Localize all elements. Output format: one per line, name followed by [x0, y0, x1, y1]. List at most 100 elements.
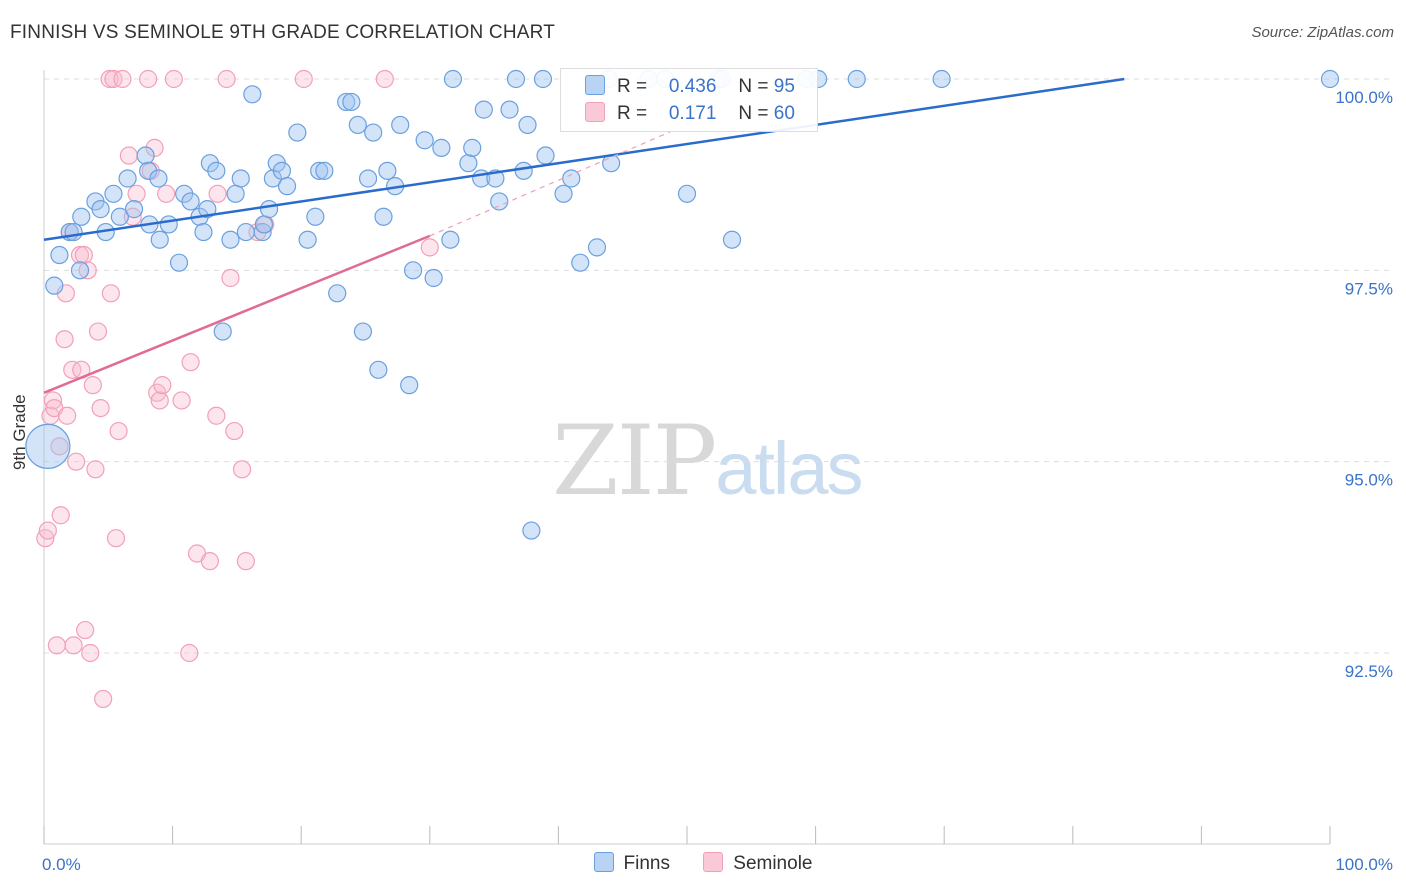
finns-point: [149, 169, 168, 188]
seminole-point: [420, 238, 439, 257]
seminole-point: [51, 506, 70, 525]
y-tick-label: 95.0%: [1345, 471, 1393, 490]
finns-point: [474, 100, 493, 119]
finns-point: [198, 200, 217, 219]
finns-point: [463, 138, 482, 157]
seminole-point: [200, 552, 219, 571]
source-label: Source: ZipAtlas.com: [1251, 24, 1394, 41]
seminole-point: [78, 261, 97, 280]
seminole-point: [208, 184, 227, 203]
finns-point: [337, 92, 356, 112]
finns-point: [415, 131, 434, 150]
finns-point: [181, 192, 200, 211]
finns-point: [677, 184, 697, 203]
finns-point: [353, 322, 373, 341]
finns-point: [587, 238, 607, 257]
legend-row-seminole: R = 0.171 N = 60: [585, 102, 795, 128]
finns-points: [25, 69, 1340, 540]
seminole-point: [207, 406, 226, 425]
finns-point: [124, 200, 144, 219]
seminole-point: [55, 330, 74, 349]
chart-title: FINNISH VS SEMINOLE 9TH GRADE CORRELATIO…: [10, 22, 555, 43]
seminole-point: [76, 620, 95, 640]
seminole-legend-swatch: [703, 852, 724, 872]
seminole-r-value: 0.171: [668, 103, 717, 124]
seminole-point: [180, 643, 199, 663]
seminole-point: [81, 643, 100, 663]
finns-point: [91, 200, 110, 219]
seminole-point: [58, 406, 77, 425]
finns-n-value: 95: [773, 76, 795, 97]
finns-swatch: [585, 75, 605, 95]
finns-n-label: N =: [738, 76, 769, 97]
seminole-point: [375, 69, 394, 89]
finns-point: [378, 161, 397, 180]
seminole-point: [94, 689, 113, 709]
watermark-atlas: atlas: [715, 427, 863, 510]
finns-point: [25, 423, 71, 469]
seminole-point: [164, 69, 183, 89]
seminole-point: [157, 184, 176, 203]
finns-point: [522, 521, 541, 540]
seminole-point: [70, 245, 90, 265]
finns-point: [169, 253, 189, 272]
legend-row-finns: R = 0.436 N = 95: [585, 75, 795, 101]
finns-trend-line: [43, 77, 1125, 241]
finns-point: [571, 253, 590, 272]
seminole-trend-line: [43, 234, 431, 394]
seminole-point: [83, 376, 102, 395]
finns-point: [441, 230, 460, 249]
finns-point: [459, 154, 478, 173]
finns-point: [272, 161, 292, 180]
finns-point: [50, 245, 69, 265]
seminole-point: [172, 391, 191, 410]
series-legend: Finns Seminole: [0, 852, 1406, 875]
correlation-legend: R = 0.436 N = 95 R = 0.171 N = 60: [560, 68, 818, 132]
seminole-point: [232, 460, 252, 479]
seminole-n-label: N =: [738, 103, 769, 124]
seminole-point: [236, 552, 256, 571]
finns-point: [139, 161, 158, 180]
watermark: ZIPatlas: [552, 405, 864, 517]
seminole-point: [127, 184, 146, 203]
seminole-point: [74, 245, 93, 265]
seminole-point: [139, 69, 158, 89]
seminole-legend-label: Seminole: [733, 853, 813, 874]
finns-legend-swatch: [593, 852, 614, 872]
finns-point: [514, 161, 533, 180]
finns-point: [342, 92, 361, 112]
seminole-point: [50, 437, 69, 456]
seminole-point: [88, 322, 108, 341]
finns-point: [536, 146, 555, 165]
seminole-point: [43, 391, 63, 410]
legend-item-seminole[interactable]: Seminole: [703, 852, 812, 875]
y-tick-label: 100.0%: [1335, 88, 1393, 107]
finns-point: [533, 69, 553, 89]
finns-point: [243, 85, 262, 104]
finns-point: [847, 69, 866, 89]
seminole-point: [113, 69, 132, 89]
seminole-points: [36, 69, 439, 709]
seminole-point: [217, 69, 236, 89]
legend-item-finns[interactable]: Finns: [593, 852, 670, 875]
finns-point: [150, 230, 169, 249]
finns-point: [253, 222, 272, 242]
finns-point: [403, 261, 423, 280]
finns-point: [932, 69, 951, 89]
seminole-point: [101, 284, 120, 303]
finns-point: [374, 207, 393, 226]
seminole-point: [294, 69, 313, 89]
finns-point: [391, 115, 410, 135]
finns-point: [310, 161, 329, 180]
finns-point: [254, 215, 274, 234]
finns-point: [432, 138, 451, 157]
finns-point: [213, 322, 232, 341]
finns-point: [45, 276, 64, 295]
finns-point: [226, 184, 245, 203]
finns-point: [288, 123, 307, 142]
watermark-zip: ZIP: [552, 405, 717, 517]
seminole-n-value: 60: [773, 103, 795, 124]
finns-r-value: 0.436: [668, 76, 717, 97]
seminole-point: [38, 521, 57, 540]
